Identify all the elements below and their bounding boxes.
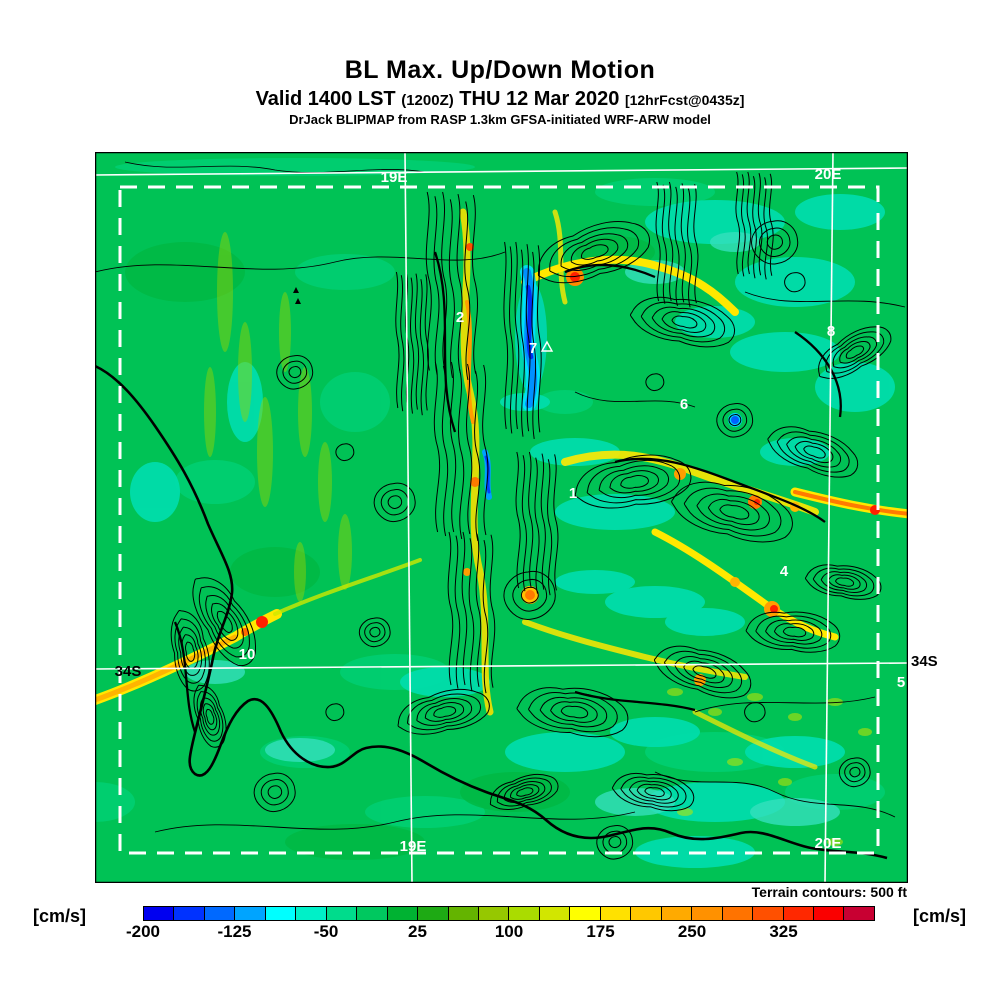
terrain-contour-note: Terrain contours: 500 ft bbox=[751, 884, 907, 900]
site-label-8: 8 bbox=[827, 323, 835, 340]
colorbar-tick: 175 bbox=[586, 922, 615, 941]
grid-label-34s-right: 34S bbox=[911, 653, 938, 670]
grid-label-34s-left: 34S bbox=[115, 663, 142, 680]
colorbar-tick: 100 bbox=[494, 922, 524, 941]
colorbar-tick: 250 bbox=[677, 922, 707, 941]
graticule bbox=[95, 152, 908, 883]
colorbar-tick: 25 bbox=[408, 922, 427, 941]
site-label-5: 5 bbox=[897, 674, 905, 691]
coastline bbox=[95, 364, 888, 860]
map-green-patches bbox=[95, 158, 885, 828]
valid-time-line: Valid 1400 LST (1200Z) THU 12 Mar 2020 [… bbox=[0, 88, 1000, 111]
map-dark-green-patches bbox=[125, 236, 655, 860]
site-label-4: 4 bbox=[780, 563, 789, 580]
map-lift-striping bbox=[204, 232, 352, 602]
grid-label-20e-top: 20E bbox=[815, 166, 842, 183]
terrain-contours bbox=[95, 161, 906, 859]
site-label-1: 1 bbox=[569, 485, 577, 502]
site-markers bbox=[293, 287, 554, 352]
grid-label-19e-top: 19E bbox=[381, 169, 408, 186]
site-label-2: 2 bbox=[456, 309, 464, 326]
sink-streaks bbox=[482, 265, 742, 500]
valid-date: THU 12 Mar 2020 bbox=[459, 87, 620, 110]
colorbar-tick: 325 bbox=[769, 922, 798, 941]
colorbar-segments bbox=[143, 906, 875, 921]
valid-time: Valid 1400 LST bbox=[255, 87, 396, 110]
valid-time-zulu: (1200Z) bbox=[401, 91, 454, 109]
site-labels: 1 2 4 5 6 7 8 10 bbox=[239, 309, 906, 691]
colorbar-tick: -50 bbox=[313, 922, 339, 941]
grid-label-19e-bottom: 19E bbox=[400, 838, 427, 855]
forecast-map-canvas: 19E 20E 19E 20E 34S 1 2 4 5 6 7 8 10 bbox=[95, 152, 908, 883]
site-7-triangle-marker bbox=[540, 340, 554, 352]
map-lift-speckles bbox=[667, 688, 872, 846]
forecast-tag: [12hrFcst@0435z] bbox=[624, 91, 745, 108]
forecast-map: 19E 20E 19E 20E 34S 1 2 4 5 6 7 8 10 bbox=[95, 152, 908, 883]
header: BL Max. Up/Down Motion Valid 1400 LST (1… bbox=[0, 56, 1000, 128]
colorbar-unit-right: [cm/s] bbox=[913, 906, 967, 926]
grid-labels: 19E 20E 19E 20E 34S bbox=[115, 166, 842, 855]
peak-triangle-marker bbox=[295, 298, 301, 304]
colorbar-unit-left: [cm/s] bbox=[33, 906, 87, 926]
colorbar-ticks: -200 -125 -50 25 100 175 250 325 bbox=[126, 922, 875, 946]
colorbar-tick: -125 bbox=[217, 922, 252, 941]
map-frame bbox=[95, 152, 908, 883]
site-label-7: 7 bbox=[529, 340, 537, 357]
peak-triangle-marker bbox=[293, 287, 299, 293]
inner-domain-boundary bbox=[118, 185, 880, 855]
model-line: DrJack BLIPMAP from RASP 1.3km GFSA-init… bbox=[289, 111, 711, 127]
colorbar-tick: -200 bbox=[125, 922, 161, 941]
page-title: BL Max. Up/Down Motion bbox=[344, 56, 656, 84]
grid-label-20e-bottom: 20E bbox=[815, 835, 842, 852]
site-label-10: 10 bbox=[239, 646, 256, 663]
site-label-6: 6 bbox=[680, 396, 688, 413]
map-bright-cyan-patches bbox=[185, 232, 840, 826]
